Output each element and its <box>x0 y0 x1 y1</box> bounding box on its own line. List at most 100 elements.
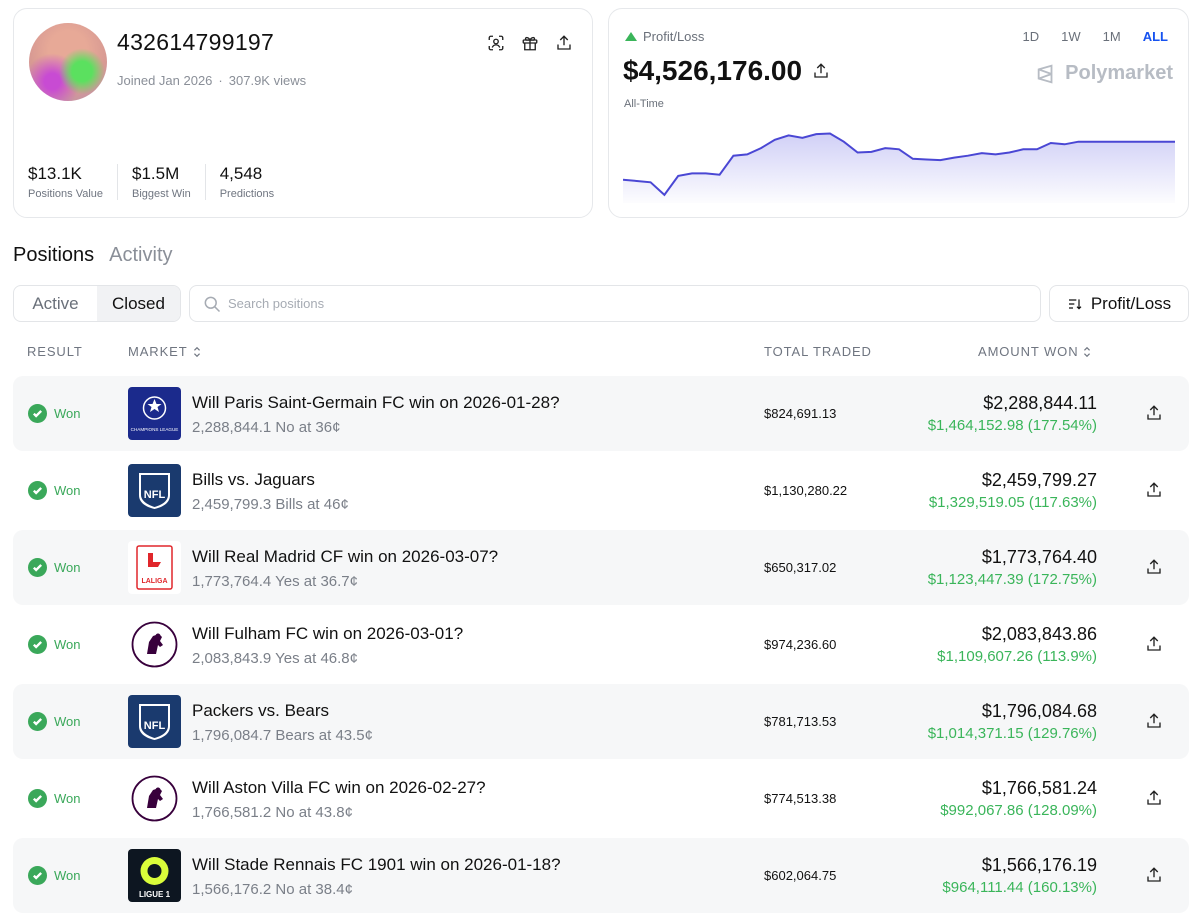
result-cell: Won <box>28 712 81 731</box>
table-row[interactable]: Won NFL Bills vs. Jaguars 2,459,799.3 Bi… <box>13 453 1189 528</box>
premier-league-logo <box>128 618 181 671</box>
profit-amount: $1,014,371.15 (129.76%) <box>927 725 1097 742</box>
header-market-label: MARKET <box>128 344 188 359</box>
result-cell: Won <box>28 635 81 654</box>
svg-text:NFL: NFL <box>144 489 166 501</box>
gift-icon[interactable] <box>520 33 540 53</box>
profit-amount: $964,111.44 (160.13%) <box>942 879 1097 896</box>
laliga-logo: LALIGA <box>128 541 181 594</box>
svg-text:LALIGA: LALIGA <box>141 578 167 585</box>
header-market[interactable]: MARKET <box>128 344 202 359</box>
total-traded: $824,691.13 <box>764 406 837 421</box>
market-title[interactable]: Will Fulham FC win on 2026-03-01? <box>192 624 464 643</box>
stat-value: 4,548 <box>219 164 263 183</box>
range-tabs: 1D 1W 1M ALL <box>1023 29 1168 44</box>
header-result: RESULT <box>27 344 83 359</box>
table-row[interactable]: Won CHAMPIONS LEAGUE Will Paris Saint-Ge… <box>13 376 1189 451</box>
profit-loss-value-row: $4,526,176.00 <box>623 55 830 87</box>
result-label: Won <box>54 637 81 652</box>
stat-label: Predictions <box>219 188 275 200</box>
share-icon[interactable] <box>1145 635 1163 653</box>
username: 432614799197 <box>117 29 275 55</box>
share-icon[interactable] <box>1145 712 1163 730</box>
stat-label: Positions Value <box>28 188 104 200</box>
share-icon[interactable] <box>1145 481 1163 499</box>
amount-won: $2,288,844.11 <box>983 393 1097 413</box>
share-icon[interactable] <box>554 33 574 53</box>
sort-icon <box>1068 298 1082 310</box>
profit-amount: $1,109,607.26 (113.9%) <box>937 648 1097 665</box>
search-box <box>189 285 1041 322</box>
table-row[interactable]: Won LIGUE 1 Will Stade Rennais FC 1901 w… <box>13 838 1189 913</box>
range-tab-all[interactable]: ALL <box>1142 29 1168 44</box>
market-title[interactable]: Packers vs. Bears <box>192 701 329 720</box>
profit-amount: $1,464,152.98 (177.54%) <box>927 417 1097 434</box>
check-circle-icon <box>28 712 47 731</box>
range-tab-1d[interactable]: 1D <box>1022 29 1040 44</box>
result-label: Won <box>54 560 81 575</box>
table-row[interactable]: Won LALIGA Will Real Madrid CF win on 20… <box>13 530 1189 605</box>
nfl-logo: NFL <box>128 464 181 517</box>
market-title[interactable]: Will Paris Saint-Germain FC win on 2026-… <box>192 393 560 412</box>
range-tab-1w[interactable]: 1W <box>1061 29 1081 44</box>
profit-amount: $992,067.86 (128.09%) <box>940 802 1097 819</box>
check-circle-icon <box>28 866 47 885</box>
sort-button[interactable]: Profit/Loss <box>1049 285 1189 322</box>
table-row[interactable]: Won NFL Packers vs. Bears 1,796,084.7 Be… <box>13 684 1189 759</box>
result-label: Won <box>54 791 81 806</box>
profit-loss-header: Profit/Loss <box>625 29 704 44</box>
profit-loss-label: Profit/Loss <box>643 29 705 44</box>
stat-value: $13.1K <box>28 164 82 183</box>
profit-loss-card: Profit/Loss 1D 1W 1M ALL $4,526,176.00 A… <box>608 8 1189 218</box>
header-amount-won[interactable]: AMOUNT WON <box>978 344 1092 359</box>
check-circle-icon <box>28 635 47 654</box>
result-label: Won <box>54 483 81 498</box>
result-label: Won <box>54 868 81 883</box>
result-cell: Won <box>28 789 81 808</box>
result-cell: Won <box>28 558 81 577</box>
profit-loss-value: $4,526,176.00 <box>623 55 803 86</box>
total-traded: $774,513.38 <box>764 791 837 806</box>
market-subtitle: 2,459,799.3 Bills at 46¢ <box>192 496 349 513</box>
search-input[interactable] <box>228 296 1008 311</box>
tab-positions[interactable]: Positions <box>13 244 95 266</box>
polymarket-brand: Polymarket <box>1035 62 1173 85</box>
amount-won: $2,083,843.86 <box>981 624 1097 644</box>
market-title[interactable]: Bills vs. Jaguars <box>192 470 315 489</box>
table-row[interactable]: Won Will Fulham FC win on 2026-03-01? 2,… <box>13 607 1189 682</box>
share-icon[interactable] <box>812 55 830 87</box>
market-subtitle: 2,083,843.9 Yes at 46.8¢ <box>192 650 358 667</box>
share-icon[interactable] <box>1145 866 1163 884</box>
polymarket-logo-icon <box>1037 64 1053 83</box>
chart-area <box>623 133 1175 203</box>
profile-actions <box>486 33 574 53</box>
profit-amount: $1,123,447.39 (172.75%) <box>927 571 1097 588</box>
market-title[interactable]: Will Stade Rennais FC 1901 win on 2026-0… <box>192 855 561 874</box>
market-title[interactable]: Will Real Madrid CF win on 2026-03-07? <box>192 547 499 566</box>
check-circle-icon <box>28 481 47 500</box>
share-icon[interactable] <box>1145 789 1163 807</box>
check-circle-icon <box>28 404 47 423</box>
svg-text:LIGUE 1: LIGUE 1 <box>139 890 171 899</box>
filter-active[interactable]: Active <box>32 293 79 313</box>
chart-line <box>623 132 1175 197</box>
avatar[interactable] <box>29 23 107 101</box>
market-title[interactable]: Will Aston Villa FC win on 2026-02-27? <box>192 778 486 797</box>
filter-closed[interactable]: Closed <box>97 286 180 321</box>
share-icon[interactable] <box>1145 558 1163 576</box>
sort-chevrons-icon <box>193 346 200 357</box>
market-subtitle: 1,796,084.7 Bears at 43.5¢ <box>192 727 373 744</box>
amount-won: $1,566,176.19 <box>981 855 1097 875</box>
total-traded: $1,130,280.22 <box>764 483 848 498</box>
tab-activity[interactable]: Activity <box>109 244 173 266</box>
table-row[interactable]: Won Will Aston Villa FC win on 2026-02-2… <box>13 761 1189 836</box>
range-tab-1m[interactable]: 1M <box>1102 29 1121 44</box>
amount-won: $1,796,084.68 <box>981 701 1097 721</box>
market-subtitle: 1,773,764.4 Yes at 36.7¢ <box>192 573 358 590</box>
share-icon[interactable] <box>1145 404 1163 422</box>
profile-meta: Joined Jan 2026 · 307.9K views <box>117 73 306 88</box>
amount-won: $1,766,581.24 <box>981 778 1097 798</box>
market-subtitle: 2,288,844.1 No at 36¢ <box>192 419 341 436</box>
scan-face-icon[interactable] <box>486 33 506 53</box>
amount-won: $1,773,764.40 <box>981 547 1097 567</box>
